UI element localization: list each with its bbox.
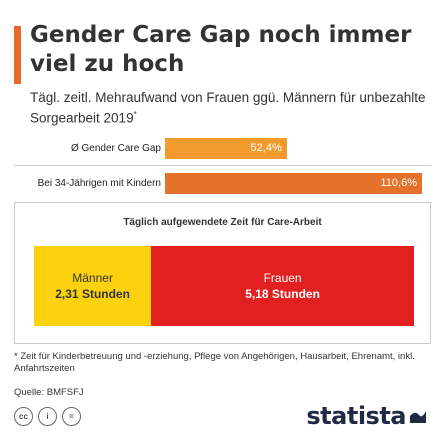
segment-women-value: 5,18 Stunden [245,287,320,301]
gap-bar: 110,6% [165,173,422,194]
title-accent-bar [14,26,21,84]
care-time-panel [14,202,431,344]
gap-category-label: Bei 34-Jährigen mit Kindern [37,178,161,189]
statista-wave-icon [410,411,426,423]
segment-women-label: Frauen [263,271,302,285]
statista-logo[interactable]: statista [306,402,427,430]
care-time-heading: Täglich aufgewendete Zeit für Care-Arbei… [0,217,445,228]
gap-category-label: Ø Gender Care Gap [70,143,161,154]
footnote: * Zeit für Kinderbetreuung und -erziehun… [14,351,415,374]
source: Quelle: BMFSFJ [14,387,84,398]
segment-women: Frauen 5,18 Stunden [151,246,414,326]
subtitle-footnote-marker: * [133,110,137,119]
segment-men-label: Männer [72,271,113,285]
attribution-icon[interactable]: i [38,407,57,426]
no-derivatives-icon[interactable]: = [62,407,81,426]
gap-bar: 52,4% [165,138,287,159]
divider [14,165,431,166]
gender-care-gap-chart: Ø Gender Care Gap 52,4% Bei 34-Jährigen mi… [0,136,445,198]
care-time-split-bar: Männer 2,31 Stunden Frauen 5,18 Stunden [34,246,414,326]
statista-logo-text: statista [306,402,406,430]
segment-men: Männer 2,31 Stunden [34,246,152,326]
segment-men-value: 2,31 Stunden [55,287,130,301]
cc-icon[interactable]: cc [14,407,33,426]
subtitle: Tägl. zeitl. Mehraufwand von Frauen ggü.… [30,90,426,126]
page-title: Gender Care Gap noch immer viel zu hoch [30,22,412,77]
